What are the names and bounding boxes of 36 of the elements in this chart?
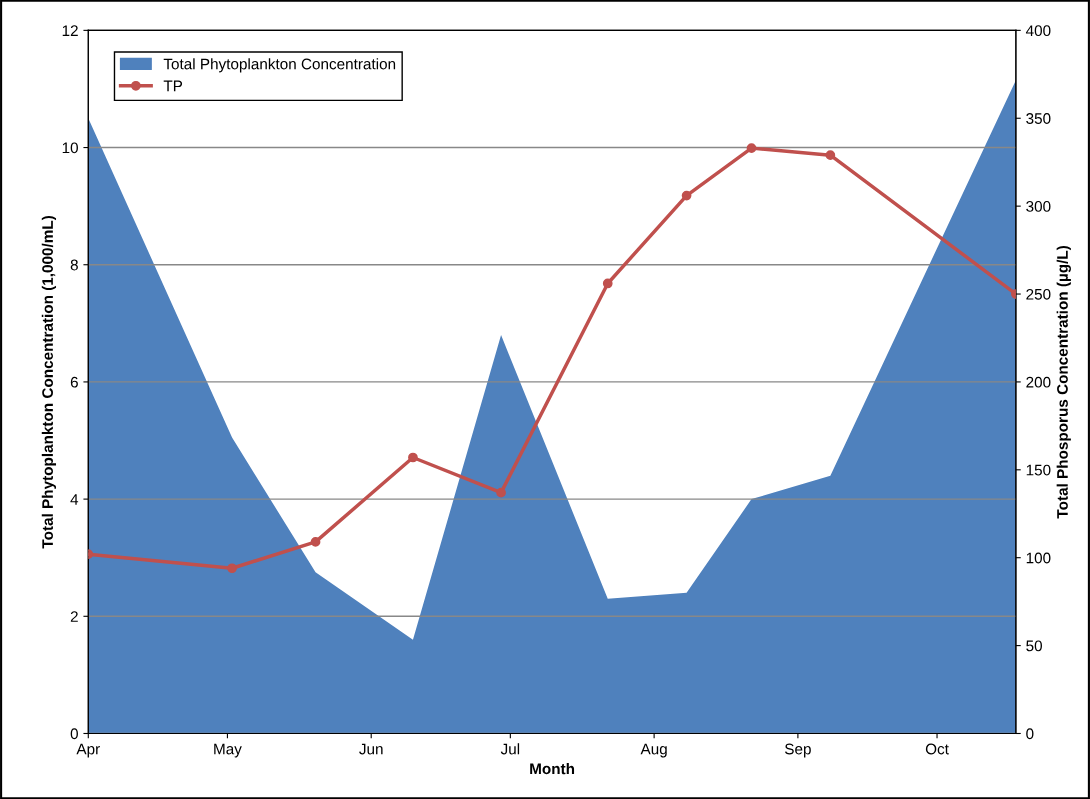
y-axis-title: Total Phytoplankton Concentration (1,000/mL) [41, 216, 57, 549]
point [681, 190, 692, 201]
x-tick-label: Apr [76, 743, 100, 758]
x-tick-label: May [214, 743, 242, 758]
y2-tick-label: 300 [1026, 201, 1051, 212]
y-tick-label: 0 [70, 728, 78, 740]
y2-tick-label: 350 [1026, 113, 1051, 124]
point [825, 150, 836, 161]
y2-axis-title: Total Phosporus Concentration (µg/L) [1056, 246, 1071, 519]
x-tick-label: Oct [925, 743, 949, 755]
legend-label: TP [163, 80, 183, 92]
point [310, 537, 321, 547]
y-tick-label: 12 [62, 25, 78, 36]
point [746, 143, 757, 153]
x-tick-label: Jun [359, 743, 383, 755]
y-tick-label: 8 [70, 259, 78, 271]
x-tick-label: Aug [640, 743, 667, 758]
y2-tick-label: 150 [1026, 464, 1051, 476]
y2-tick-label: 100 [1026, 552, 1051, 564]
x-tick-label: Jul [500, 743, 520, 755]
x-axis-title: Month [530, 763, 575, 775]
y-tick-label: 2 [70, 611, 78, 622]
point [496, 487, 506, 498]
y-tick-label: 10 [62, 142, 78, 154]
y2-tick-label: 200 [1026, 376, 1051, 388]
y2-tick-label: 50 [1026, 640, 1042, 652]
y2-tick-label: 400 [1025, 25, 1051, 37]
y-tick-label: 6 [70, 376, 78, 388]
x-tick-label: Sep [785, 743, 811, 758]
legend-label: Total Phytoplankton Concentration [163, 58, 396, 73]
point [408, 452, 418, 463]
point [602, 278, 613, 289]
y2-tick-label: 250 [1026, 288, 1051, 300]
y2-tick-label: 0 [1026, 728, 1034, 740]
point [227, 563, 237, 574]
y-tick-label: 4 [70, 494, 79, 505]
